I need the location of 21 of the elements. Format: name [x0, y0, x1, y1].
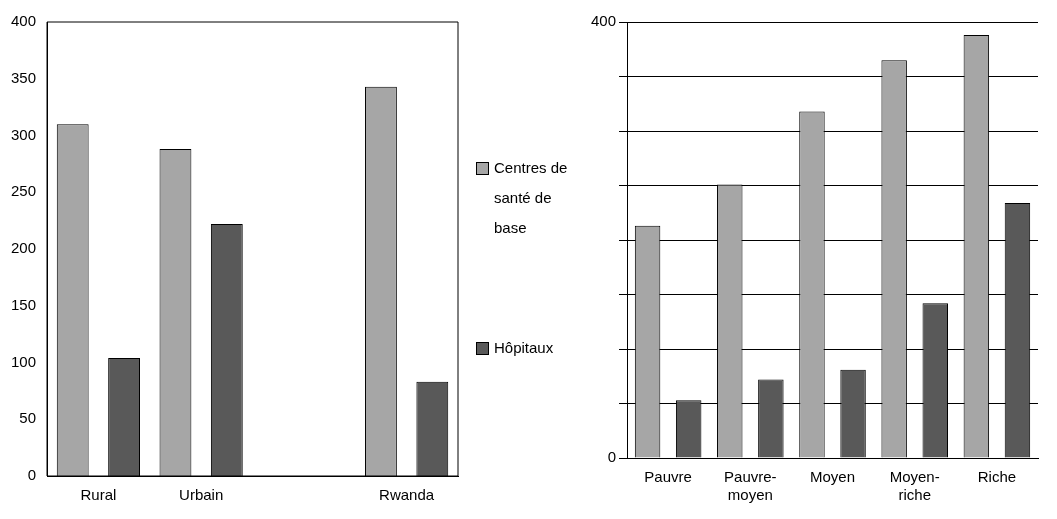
legend-label: Centres de santé de base: [494, 158, 569, 238]
x-tick-label: Rural: [80, 486, 117, 504]
x-tick-label: Moyen: [810, 468, 856, 486]
y-tick-label: 200: [11, 239, 37, 257]
y-tick-label: 300: [11, 125, 37, 143]
x-tick-label: Pauvre: [644, 468, 692, 486]
y-tick-label: 250: [11, 182, 37, 200]
y-tick-label: 350: [11, 68, 37, 86]
y-tick-label: 0: [27, 466, 37, 484]
x-tick-label: Urbain: [179, 486, 224, 504]
y-tick-label: 50: [19, 409, 37, 427]
x-tick-label: Rwanda: [379, 486, 435, 504]
x-tick-label: Riche: [977, 468, 1017, 486]
x-tick-label: Moyen-riche: [889, 468, 940, 504]
y-tick-label: 0: [607, 448, 617, 466]
legend-label: Hôpitaux: [494, 338, 554, 358]
y-tick-label: 100: [11, 352, 37, 370]
x-tick-label: Pauvre-moyen: [724, 468, 777, 504]
y-tick-label: 150: [11, 295, 37, 313]
y-tick-label: 400: [11, 12, 37, 30]
y-tick-label: 400: [591, 12, 617, 30]
